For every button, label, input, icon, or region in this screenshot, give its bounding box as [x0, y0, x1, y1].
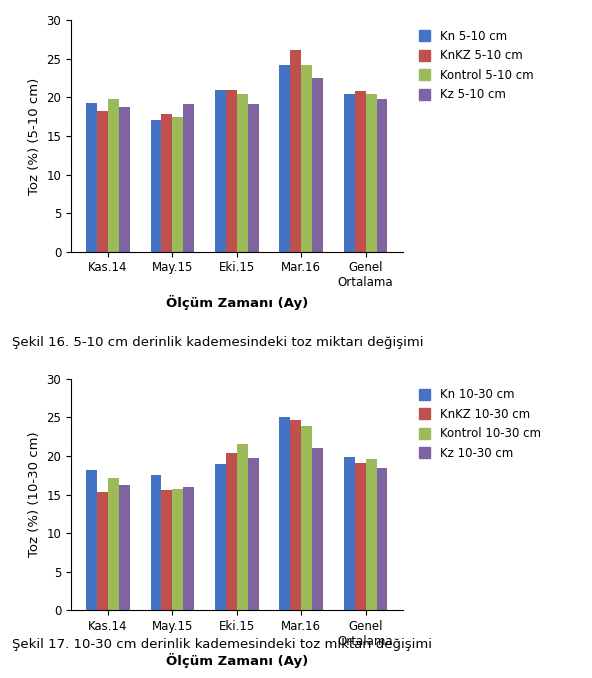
- Bar: [344, 94, 355, 252]
- Bar: [119, 108, 130, 252]
- Bar: [377, 99, 388, 252]
- Bar: [247, 458, 259, 610]
- Bar: [247, 104, 259, 252]
- Bar: [237, 94, 247, 252]
- Bar: [108, 99, 119, 252]
- Bar: [377, 468, 388, 610]
- Bar: [312, 78, 323, 252]
- Bar: [279, 418, 290, 610]
- Text: Şekil 16. 5-10 cm derinlik kademesindeki toz miktarı değişimi: Şekil 16. 5-10 cm derinlik kademesindeki…: [12, 336, 423, 348]
- Y-axis label: Toz (%) (10-30 cm): Toz (%) (10-30 cm): [28, 432, 41, 557]
- Bar: [290, 420, 301, 610]
- Bar: [366, 459, 377, 610]
- Legend: Kn 5-10 cm, KnKZ 5-10 cm, Kontrol 5-10 cm, Kz 5-10 cm: Kn 5-10 cm, KnKZ 5-10 cm, Kontrol 5-10 c…: [415, 26, 537, 105]
- Text: Şekil 17. 10-30 cm derinlik kademesindeki toz miktarı değişimi: Şekil 17. 10-30 cm derinlik kademesindek…: [12, 638, 432, 651]
- Bar: [162, 115, 172, 252]
- Bar: [172, 489, 184, 610]
- Bar: [290, 49, 301, 252]
- Bar: [172, 117, 184, 252]
- Bar: [184, 104, 194, 252]
- Bar: [355, 92, 366, 252]
- Bar: [312, 448, 323, 610]
- X-axis label: Ölçüm Zamanı (Ay): Ölçüm Zamanı (Ay): [166, 295, 308, 310]
- Bar: [119, 485, 130, 610]
- Bar: [108, 479, 119, 610]
- Y-axis label: Toz (%) (5-10 cm): Toz (%) (5-10 cm): [28, 77, 41, 195]
- Bar: [226, 453, 237, 610]
- Bar: [150, 120, 162, 252]
- Bar: [279, 65, 290, 252]
- Bar: [355, 463, 366, 610]
- Bar: [97, 492, 108, 610]
- Bar: [226, 89, 237, 252]
- Legend: Kn 10-30 cm, KnKZ 10-30 cm, Kontrol 10-30 cm, Kz 10-30 cm: Kn 10-30 cm, KnKZ 10-30 cm, Kontrol 10-3…: [415, 385, 545, 463]
- Bar: [184, 487, 194, 610]
- Bar: [215, 464, 226, 610]
- Bar: [344, 457, 355, 610]
- Bar: [366, 94, 377, 252]
- Bar: [86, 470, 97, 610]
- X-axis label: Ölçüm Zamanı (Ay): Ölçüm Zamanı (Ay): [166, 654, 308, 669]
- Bar: [86, 103, 97, 252]
- Bar: [97, 111, 108, 252]
- Bar: [237, 444, 247, 610]
- Bar: [301, 65, 312, 252]
- Bar: [215, 89, 226, 252]
- Bar: [301, 426, 312, 610]
- Bar: [162, 490, 172, 610]
- Bar: [150, 475, 162, 610]
